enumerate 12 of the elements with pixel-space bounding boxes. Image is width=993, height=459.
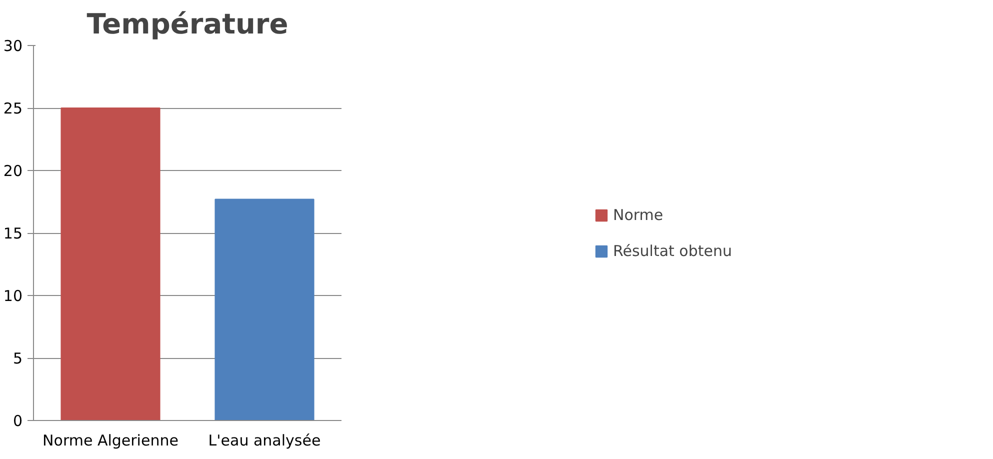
y-tick-label: 10 bbox=[3, 287, 23, 305]
y-tick-label: 0 bbox=[12, 412, 23, 430]
y-tick-label: 30 bbox=[3, 37, 23, 55]
y-tick-label: 5 bbox=[12, 350, 23, 368]
chart-title: Température bbox=[86, 8, 288, 40]
y-tick-label: 20 bbox=[3, 162, 23, 180]
y-tick-label: 25 bbox=[3, 100, 23, 118]
x-tick-label: L'eau analysée bbox=[208, 432, 321, 450]
y-tick-label: 15 bbox=[3, 224, 23, 242]
legend-label: Norme bbox=[612, 206, 664, 224]
legend-label: Résultat obtenu bbox=[612, 242, 732, 260]
x-tick-label: Norme Algerienne bbox=[42, 432, 178, 450]
